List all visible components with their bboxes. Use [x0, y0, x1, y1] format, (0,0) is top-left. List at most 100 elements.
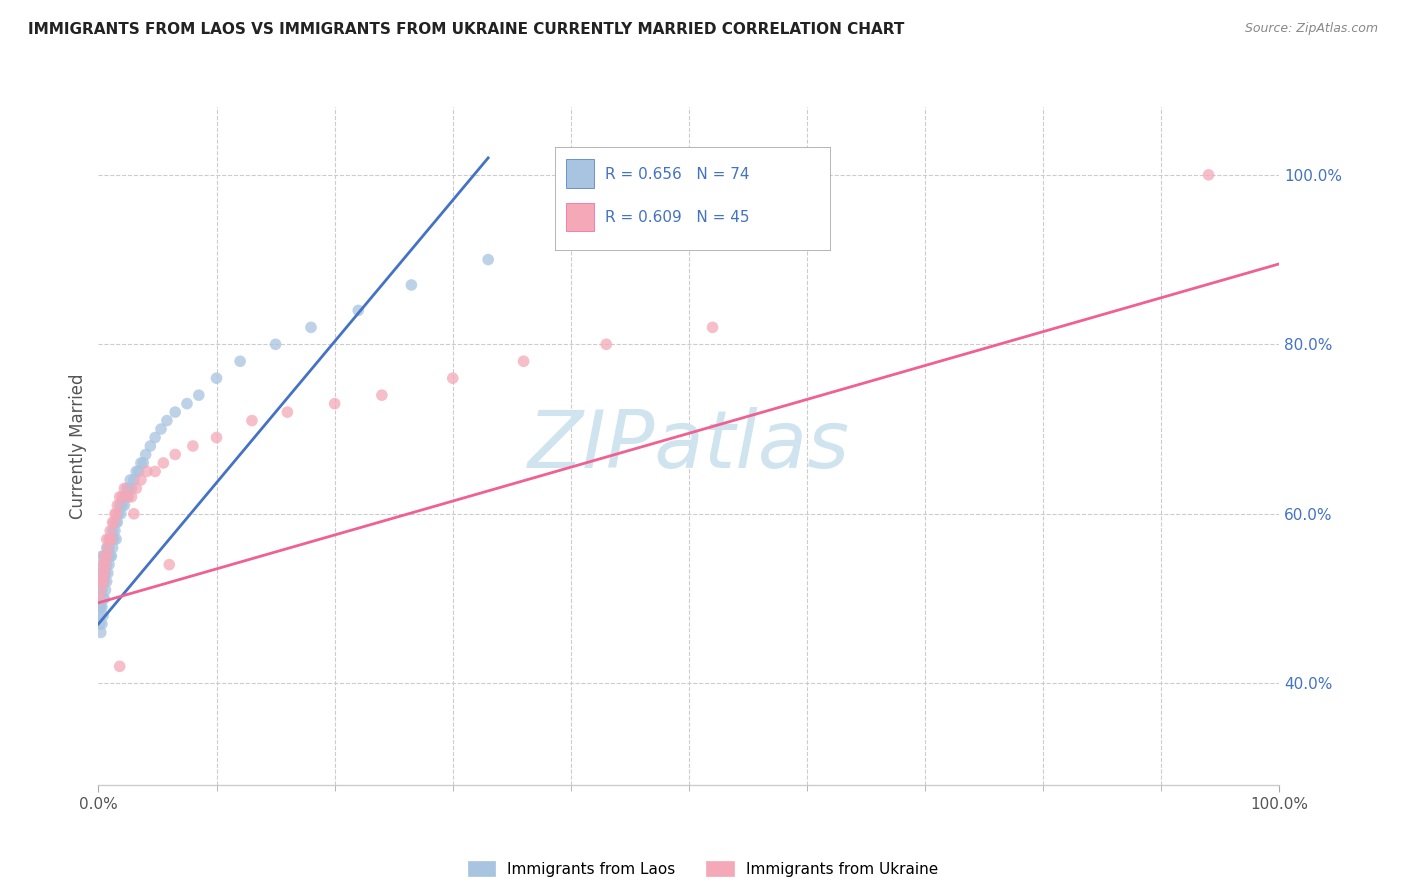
Point	[165, 447, 187, 462]
Point	[135, 447, 157, 462]
Point	[104, 524, 127, 538]
Point	[91, 574, 114, 589]
Point	[1198, 168, 1220, 182]
Point	[105, 515, 128, 529]
Point	[441, 371, 464, 385]
Point	[112, 482, 135, 496]
Point	[100, 532, 122, 546]
Point	[98, 532, 121, 546]
Point	[98, 532, 121, 546]
Point	[105, 507, 128, 521]
Point	[401, 277, 423, 292]
Point	[94, 549, 117, 564]
Point	[125, 482, 148, 496]
Point	[512, 354, 534, 368]
Point	[101, 524, 124, 538]
Point	[187, 388, 209, 402]
Point	[104, 507, 127, 521]
Point	[111, 498, 134, 512]
Point	[93, 549, 115, 564]
Point	[98, 524, 121, 538]
Point	[89, 617, 111, 632]
Bar	[567, 160, 593, 188]
Point	[156, 414, 179, 428]
Point	[347, 303, 370, 318]
Point	[108, 490, 131, 504]
Point	[93, 566, 115, 580]
Point	[128, 464, 150, 478]
Point	[90, 599, 112, 614]
Point	[111, 490, 134, 504]
Point	[90, 566, 112, 580]
Point	[205, 430, 228, 444]
Point	[91, 591, 114, 606]
Point	[105, 532, 128, 546]
Point	[143, 464, 166, 478]
Point	[97, 566, 120, 580]
Point	[129, 456, 152, 470]
Bar	[567, 202, 593, 231]
Point	[91, 617, 114, 632]
Point	[89, 608, 111, 623]
Point	[121, 490, 143, 504]
Point	[91, 583, 114, 598]
Point	[122, 507, 145, 521]
Point	[94, 583, 117, 598]
Point	[135, 464, 157, 478]
Point	[121, 482, 143, 496]
Point	[112, 490, 135, 504]
Point	[107, 507, 129, 521]
Point	[96, 558, 118, 572]
Point	[96, 532, 118, 546]
Point	[139, 439, 162, 453]
Point	[94, 558, 117, 572]
Point	[100, 549, 122, 564]
Point	[101, 541, 124, 555]
Point	[229, 354, 252, 368]
Point	[91, 558, 114, 572]
Point	[89, 591, 111, 606]
Point	[91, 558, 114, 572]
Point	[143, 430, 166, 444]
Point	[114, 490, 136, 504]
Point	[98, 558, 121, 572]
Point	[90, 583, 112, 598]
Point	[91, 549, 114, 564]
Point	[91, 574, 114, 589]
Point	[165, 405, 187, 419]
Point	[103, 515, 125, 529]
Point	[89, 599, 111, 614]
Point	[595, 337, 617, 351]
Point	[299, 320, 322, 334]
Legend: Immigrants from Laos, Immigrants from Ukraine: Immigrants from Laos, Immigrants from Uk…	[460, 854, 946, 884]
Point	[98, 549, 121, 564]
Point	[115, 482, 138, 496]
Point	[97, 549, 120, 564]
Point	[94, 566, 117, 580]
Point	[150, 422, 173, 436]
Y-axis label: Currently Married: Currently Married	[69, 373, 87, 519]
Point	[96, 574, 118, 589]
Point	[323, 396, 346, 410]
Point	[101, 515, 124, 529]
Point	[276, 405, 298, 419]
Point	[205, 371, 228, 385]
Point	[112, 498, 135, 512]
Text: Source: ZipAtlas.com: Source: ZipAtlas.com	[1244, 22, 1378, 36]
Point	[117, 490, 139, 504]
Point	[110, 507, 132, 521]
Point	[122, 473, 145, 487]
Point	[152, 456, 174, 470]
Point	[105, 498, 128, 512]
Point	[91, 566, 114, 580]
Point	[98, 541, 121, 555]
Point	[90, 583, 112, 598]
Point	[96, 541, 118, 555]
Point	[371, 388, 394, 402]
Point	[132, 456, 155, 470]
Point	[264, 337, 287, 351]
Point	[91, 599, 114, 614]
Point	[93, 574, 115, 589]
Point	[108, 659, 131, 673]
Point	[93, 591, 115, 606]
